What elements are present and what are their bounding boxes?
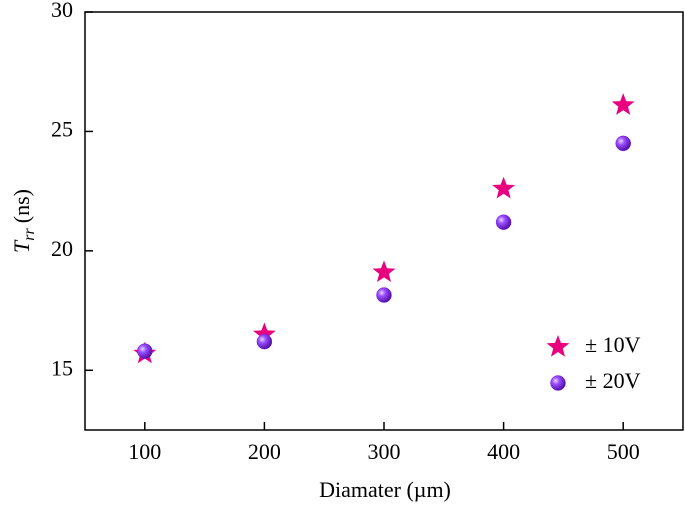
x-tick-label: 200 bbox=[248, 439, 281, 464]
y-tick-label: 20 bbox=[51, 236, 73, 261]
x-tick-label: 400 bbox=[487, 439, 520, 464]
sphere-marker bbox=[137, 343, 153, 359]
sphere-marker bbox=[376, 287, 392, 303]
legend-label: ± 20V bbox=[585, 368, 641, 393]
sphere-marker bbox=[495, 214, 512, 230]
y-tick-label: 30 bbox=[51, 0, 73, 22]
y-tick-label: 25 bbox=[51, 116, 73, 141]
y-label-unit: (ns) bbox=[9, 189, 34, 223]
legend-marker bbox=[546, 335, 570, 357]
sphere-marker bbox=[256, 333, 273, 350]
x-tick-label: 100 bbox=[128, 439, 161, 464]
star-marker bbox=[372, 260, 396, 283]
star-marker bbox=[492, 176, 516, 199]
x-tick-label: 500 bbox=[607, 439, 640, 464]
legend-marker bbox=[550, 375, 566, 391]
y-axis-label: Trr (ns) bbox=[9, 189, 38, 253]
y-label-main: T bbox=[9, 239, 34, 253]
sphere-marker bbox=[615, 135, 631, 152]
star-marker bbox=[252, 322, 276, 345]
x-tick-label: 300 bbox=[368, 439, 401, 464]
legend-label: ± 10V bbox=[585, 332, 641, 357]
y-label-sub: rr bbox=[21, 227, 38, 240]
x-axis-label: Diamater (µm) bbox=[319, 477, 451, 502]
y-tick-label: 15 bbox=[51, 355, 73, 380]
star-marker bbox=[611, 93, 635, 115]
